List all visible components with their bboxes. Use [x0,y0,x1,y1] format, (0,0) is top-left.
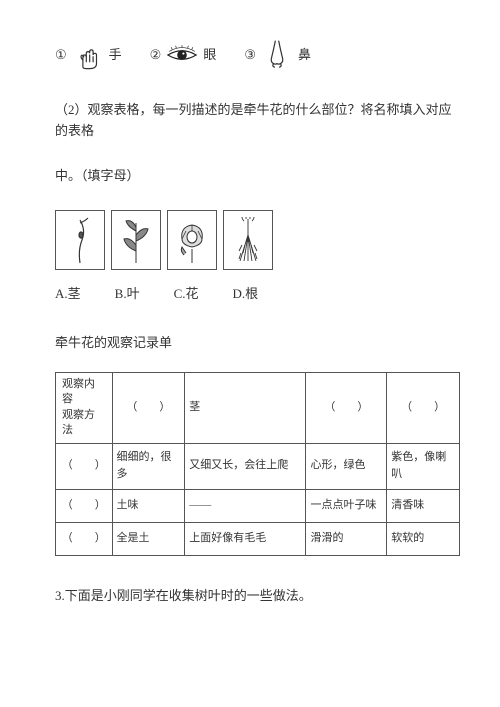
sense-num-2: ② [150,45,162,66]
sense-label-1: 手 [109,45,122,66]
plant-stem-icon [55,210,105,270]
data-cell: 土味 [112,489,185,522]
table-row: （ ） 细细的，很多 又细又长，会往上爬 心形，绿色 紫色，像喇叭 [56,443,460,489]
data-cell: 清香味 [387,489,460,522]
data-cell: 紫色，像喇叭 [387,443,460,489]
data-cell: 上面好像有毛毛 [185,522,306,555]
data-cell: 又细又长，会往上爬 [185,443,306,489]
observation-table: 观察内容 观察方法 （ ） 茎 （ ） （ ） （ ） 细细的，很多 又细又长，… [55,372,460,556]
data-cell: 一点点叶子味 [306,489,387,522]
data-cell: 细细的，很多 [112,443,185,489]
blank-cell: （ ） [306,372,387,443]
blank-cell: （ ） [56,489,113,522]
table-row: 观察内容 观察方法 （ ） 茎 （ ） （ ） [56,372,460,443]
sense-label-3: 鼻 [298,45,311,66]
option-a: A.茎 [55,284,81,305]
plant-root-icon [223,210,273,270]
option-c: C.花 [174,284,199,305]
hand-icon [71,38,105,72]
table-row: （ ） 土味 —— 一点点叶子味 清香味 [56,489,460,522]
data-cell: 全是土 [112,522,185,555]
plant-part-row [55,210,460,270]
record-title: 牵牛花的观察记录单 [55,333,460,354]
blank-cell: （ ） [56,522,113,555]
sense-item-nose: ③ 鼻 [244,38,311,72]
plant-leaf-icon [111,210,161,270]
plant-flower-icon [167,210,217,270]
data-cell: 软软的 [387,522,460,555]
blank-cell: （ ） [56,443,113,489]
sense-item-hand: ① 手 [55,38,122,72]
table-row: （ ） 全是土 上面好像有毛毛 滑滑的 软软的 [56,522,460,555]
sense-label-2: 眼 [203,45,216,66]
data-cell: —— [185,489,306,522]
options-row: A.茎 B.叶 C.花 D.根 [55,284,460,305]
option-d: D.根 [233,284,259,305]
sense-item-eye: ② 眼 [150,38,217,72]
sense-row: ① 手 ② [55,38,460,72]
sense-num-3: ③ [244,45,256,66]
nose-icon [260,38,294,72]
blank-cell: （ ） [112,372,185,443]
header-cell: 观察内容 观察方法 [56,372,113,443]
q3-text: 3.下面是小刚同学在收集树叶时的一些做法。 [55,586,460,607]
q2-line1: （2）观察表格，每一列描述的是牵牛花的什么部位？将名称填入对应的表格 [55,100,460,142]
data-cell: 滑滑的 [306,522,387,555]
blank-cell: （ ） [387,372,460,443]
fixed-header-cell: 茎 [185,372,306,443]
option-b: B.叶 [115,284,140,305]
sense-num-1: ① [55,45,67,66]
q2-line2: 中。（填字母） [55,166,460,187]
data-cell: 心形，绿色 [306,443,387,489]
eye-icon [165,38,199,72]
